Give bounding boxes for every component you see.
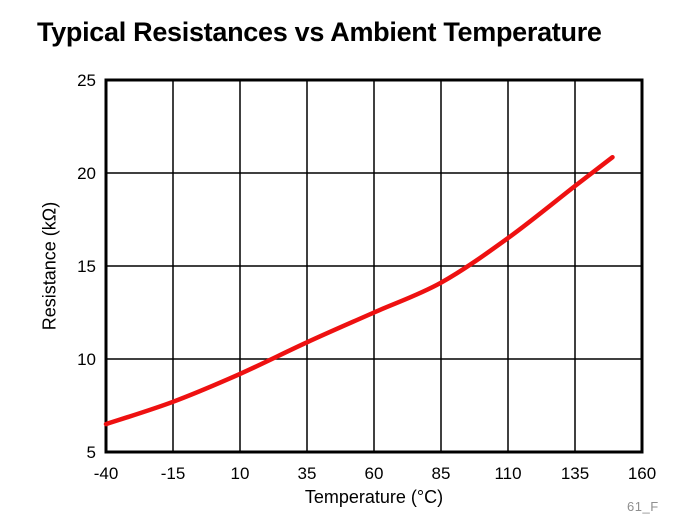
y-tick-label: 10 (77, 350, 96, 369)
x-tick-label: 35 (298, 464, 317, 483)
y-tick-label: 25 (77, 71, 96, 90)
x-tick-label: 160 (628, 464, 656, 483)
x-tick-label: -15 (161, 464, 186, 483)
y-tick-label: 15 (77, 257, 96, 276)
y-tick-label: 5 (87, 443, 96, 462)
y-tick-label: 20 (77, 164, 96, 183)
figure-number: 61_F (627, 499, 659, 514)
x-tick-label: 85 (432, 464, 451, 483)
x-tick-label: 60 (365, 464, 384, 483)
data-curve (103, 154, 615, 427)
x-tick-label: 10 (231, 464, 250, 483)
x-tick-label: 135 (561, 464, 589, 483)
plot-border (104, 78, 644, 454)
x-axis-label: Temperature (°C) (304, 487, 444, 507)
chart-title: Typical Resistances vs Ambient Temperatu… (37, 17, 602, 47)
x-tick-label: -40 (94, 464, 119, 483)
y-axis-label: Resistance (kΩ) (39, 201, 60, 331)
x-tick-label: 110 (494, 464, 521, 483)
